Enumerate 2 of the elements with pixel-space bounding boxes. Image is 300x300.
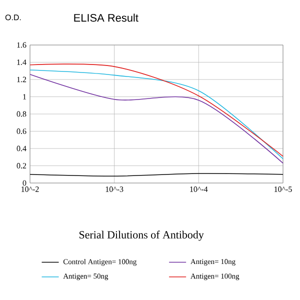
chart-title: ELISA Result bbox=[74, 14, 138, 22]
x-axis-title: Serial Dilutions of Antibody bbox=[80, 230, 204, 241]
